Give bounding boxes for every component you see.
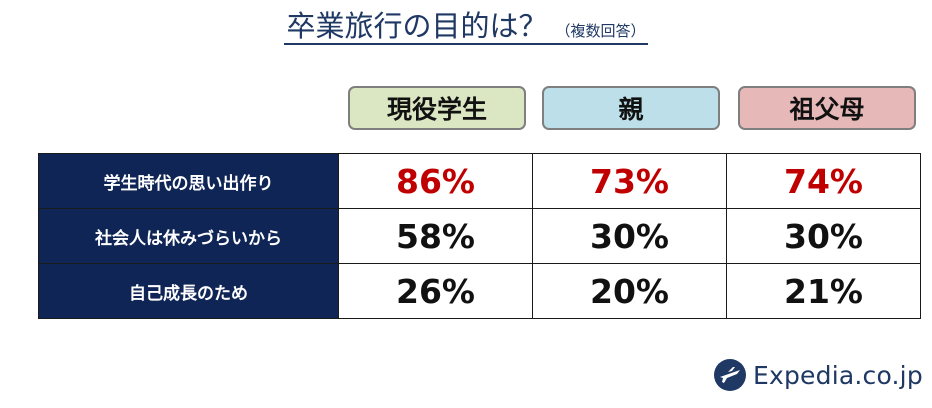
value-cell: 26% <box>338 263 533 319</box>
value-cell: 74% <box>726 153 921 209</box>
plane-globe-icon <box>714 359 746 391</box>
row-label: 学生時代の思い出作り <box>38 153 339 209</box>
title-sub: （複数回答） <box>555 22 646 40</box>
value-cell: 58% <box>338 208 533 264</box>
value-cell: 30% <box>532 208 727 264</box>
row-label: 自己成長のため <box>38 263 339 319</box>
value-cell: 21% <box>726 263 921 319</box>
table-row: 社会人は休みづらいから 58% 30% 30% <box>38 208 921 264</box>
row-label: 社会人は休みづらいから <box>38 208 339 264</box>
column-header-parents: 親 <box>542 86 720 130</box>
table-row: 自己成長のため 26% 20% 21% <box>38 263 921 319</box>
title-main: 卒業旅行の目的は？ <box>286 9 548 43</box>
value-cell: 86% <box>338 153 533 209</box>
value-cell: 73% <box>532 153 727 209</box>
column-header-grandparents: 祖父母 <box>738 86 916 130</box>
column-header-students: 現役学生 <box>348 86 526 130</box>
table-row: 学生時代の思い出作り 86% 73% 74% <box>38 153 921 209</box>
title-underlined: 卒業旅行の目的は？ （複数回答） <box>284 9 648 45</box>
expedia-logo: Expedia.co.jp <box>713 356 923 394</box>
data-table: 学生時代の思い出作り 86% 73% 74% 社会人は休みづらいから 58% 3… <box>38 153 921 319</box>
chart-title: 卒業旅行の目的は？ （複数回答） <box>0 12 932 45</box>
value-cell: 30% <box>726 208 921 264</box>
value-cell: 20% <box>532 263 727 319</box>
logo-text: Expedia.co.jp <box>753 360 923 390</box>
